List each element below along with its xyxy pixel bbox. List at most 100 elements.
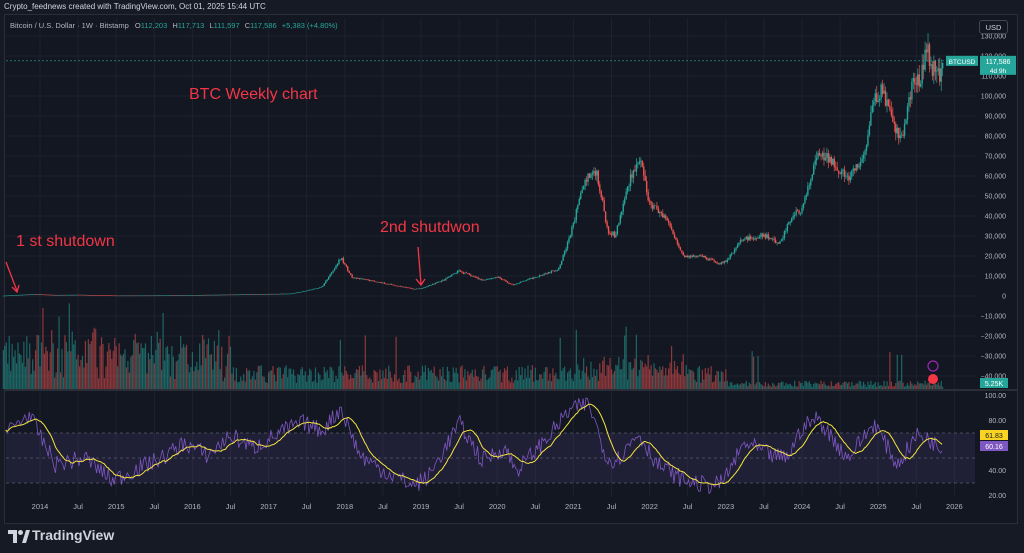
volume-bar (119, 354, 122, 389)
event-icon[interactable] (927, 360, 939, 372)
candle-body (807, 186, 809, 195)
candle-body (352, 277, 355, 279)
x-tick-label: Jul (302, 502, 312, 511)
candle-body (276, 293, 279, 295)
volume-bar (350, 374, 352, 389)
volume-bar (307, 375, 309, 389)
candle-body (670, 226, 673, 230)
volume-bar (814, 382, 816, 389)
volume-bar (382, 370, 384, 389)
volume-bar (68, 303, 70, 389)
candle-body (304, 291, 306, 292)
volume-bar (802, 385, 805, 389)
volume-bar (583, 358, 585, 389)
volume-bar (536, 379, 538, 389)
volume-bar (254, 379, 257, 389)
candle-body (843, 169, 846, 177)
volume-bar (889, 351, 891, 389)
candle-body (291, 293, 293, 295)
volume-bar (251, 376, 254, 389)
flag-icon[interactable] (928, 374, 938, 384)
candle-body (92, 295, 94, 296)
volume-bar (291, 373, 293, 389)
volume-bar (105, 366, 107, 389)
candle-body (615, 234, 617, 238)
candle-body (284, 293, 286, 295)
x-tick-label: Jul (226, 502, 236, 511)
volume-bar (514, 380, 516, 389)
volume-bar (509, 382, 511, 389)
candle-body (906, 106, 909, 120)
candle-body (657, 208, 660, 214)
volume-bar (672, 373, 674, 389)
volume-bar (864, 384, 866, 389)
volume-bar (479, 381, 481, 389)
candle-body (626, 186, 629, 192)
volume-bar (455, 367, 457, 389)
volume-bar (681, 361, 683, 389)
candle-body (492, 277, 494, 279)
candle-body (383, 282, 386, 284)
candle-body (792, 215, 794, 218)
candle-body (260, 294, 262, 295)
candle-body (256, 294, 258, 295)
candle-body (481, 279, 484, 281)
volume-bar (80, 359, 82, 389)
volume-bar (203, 339, 205, 389)
volume-bar (372, 382, 374, 389)
volume-bar (898, 381, 900, 389)
volume-bar (124, 349, 126, 389)
tradingview-brand[interactable]: TradingView (32, 527, 115, 543)
volume-bar (747, 386, 749, 389)
volume-bar (436, 377, 438, 389)
candle-body (939, 68, 941, 82)
price-tick-label: 50,000 (985, 194, 1007, 201)
rsi-line (5, 397, 943, 495)
volume-bar (477, 376, 479, 389)
volume-bar (7, 363, 9, 389)
candle-body (609, 233, 611, 235)
candle-body (489, 278, 491, 280)
currency-button[interactable]: USD (979, 20, 1008, 34)
candle-body (426, 286, 428, 288)
candle-body (729, 254, 731, 260)
candle-body (717, 262, 720, 264)
volume-bar (262, 376, 264, 389)
candle-body (685, 255, 687, 258)
volume-bar (316, 382, 318, 389)
volume-bar (287, 377, 289, 389)
x-tick-label: 2016 (184, 502, 201, 511)
volume-bar (668, 368, 670, 389)
candle-body (347, 266, 349, 271)
candle-body (919, 83, 922, 87)
volume-bar (685, 365, 687, 389)
candle-body (858, 166, 860, 168)
volume-bar (427, 367, 429, 389)
tradingview-logo-icon[interactable] (8, 530, 30, 544)
volume-bar (766, 386, 768, 389)
chart-area[interactable] (4, 14, 1018, 524)
second-shutdown-annotation: 2nd shutdwon (380, 219, 480, 236)
volume-bar (278, 366, 280, 389)
candle-body (160, 295, 163, 297)
candle-body (166, 295, 169, 296)
symbol-legend[interactable]: Bitcoin / U.S. Dollar · 1W · Bitstamp O1… (10, 21, 338, 30)
volume-bar (714, 375, 717, 389)
candle-body (59, 294, 62, 296)
candle-body (254, 294, 257, 295)
volume-bar (609, 357, 611, 389)
candle-body (424, 287, 427, 288)
candle-body (619, 215, 621, 224)
volume-bar (162, 312, 164, 389)
volume-bar (399, 382, 402, 389)
volume-bar (612, 373, 614, 389)
volume-bar (673, 361, 676, 389)
volume-bar (662, 366, 664, 389)
candle-body (745, 236, 748, 240)
candle-body (212, 294, 214, 296)
candle-body (911, 81, 913, 100)
candle-body (206, 294, 208, 296)
volume-bar (564, 366, 566, 389)
volume-bar (389, 371, 391, 389)
